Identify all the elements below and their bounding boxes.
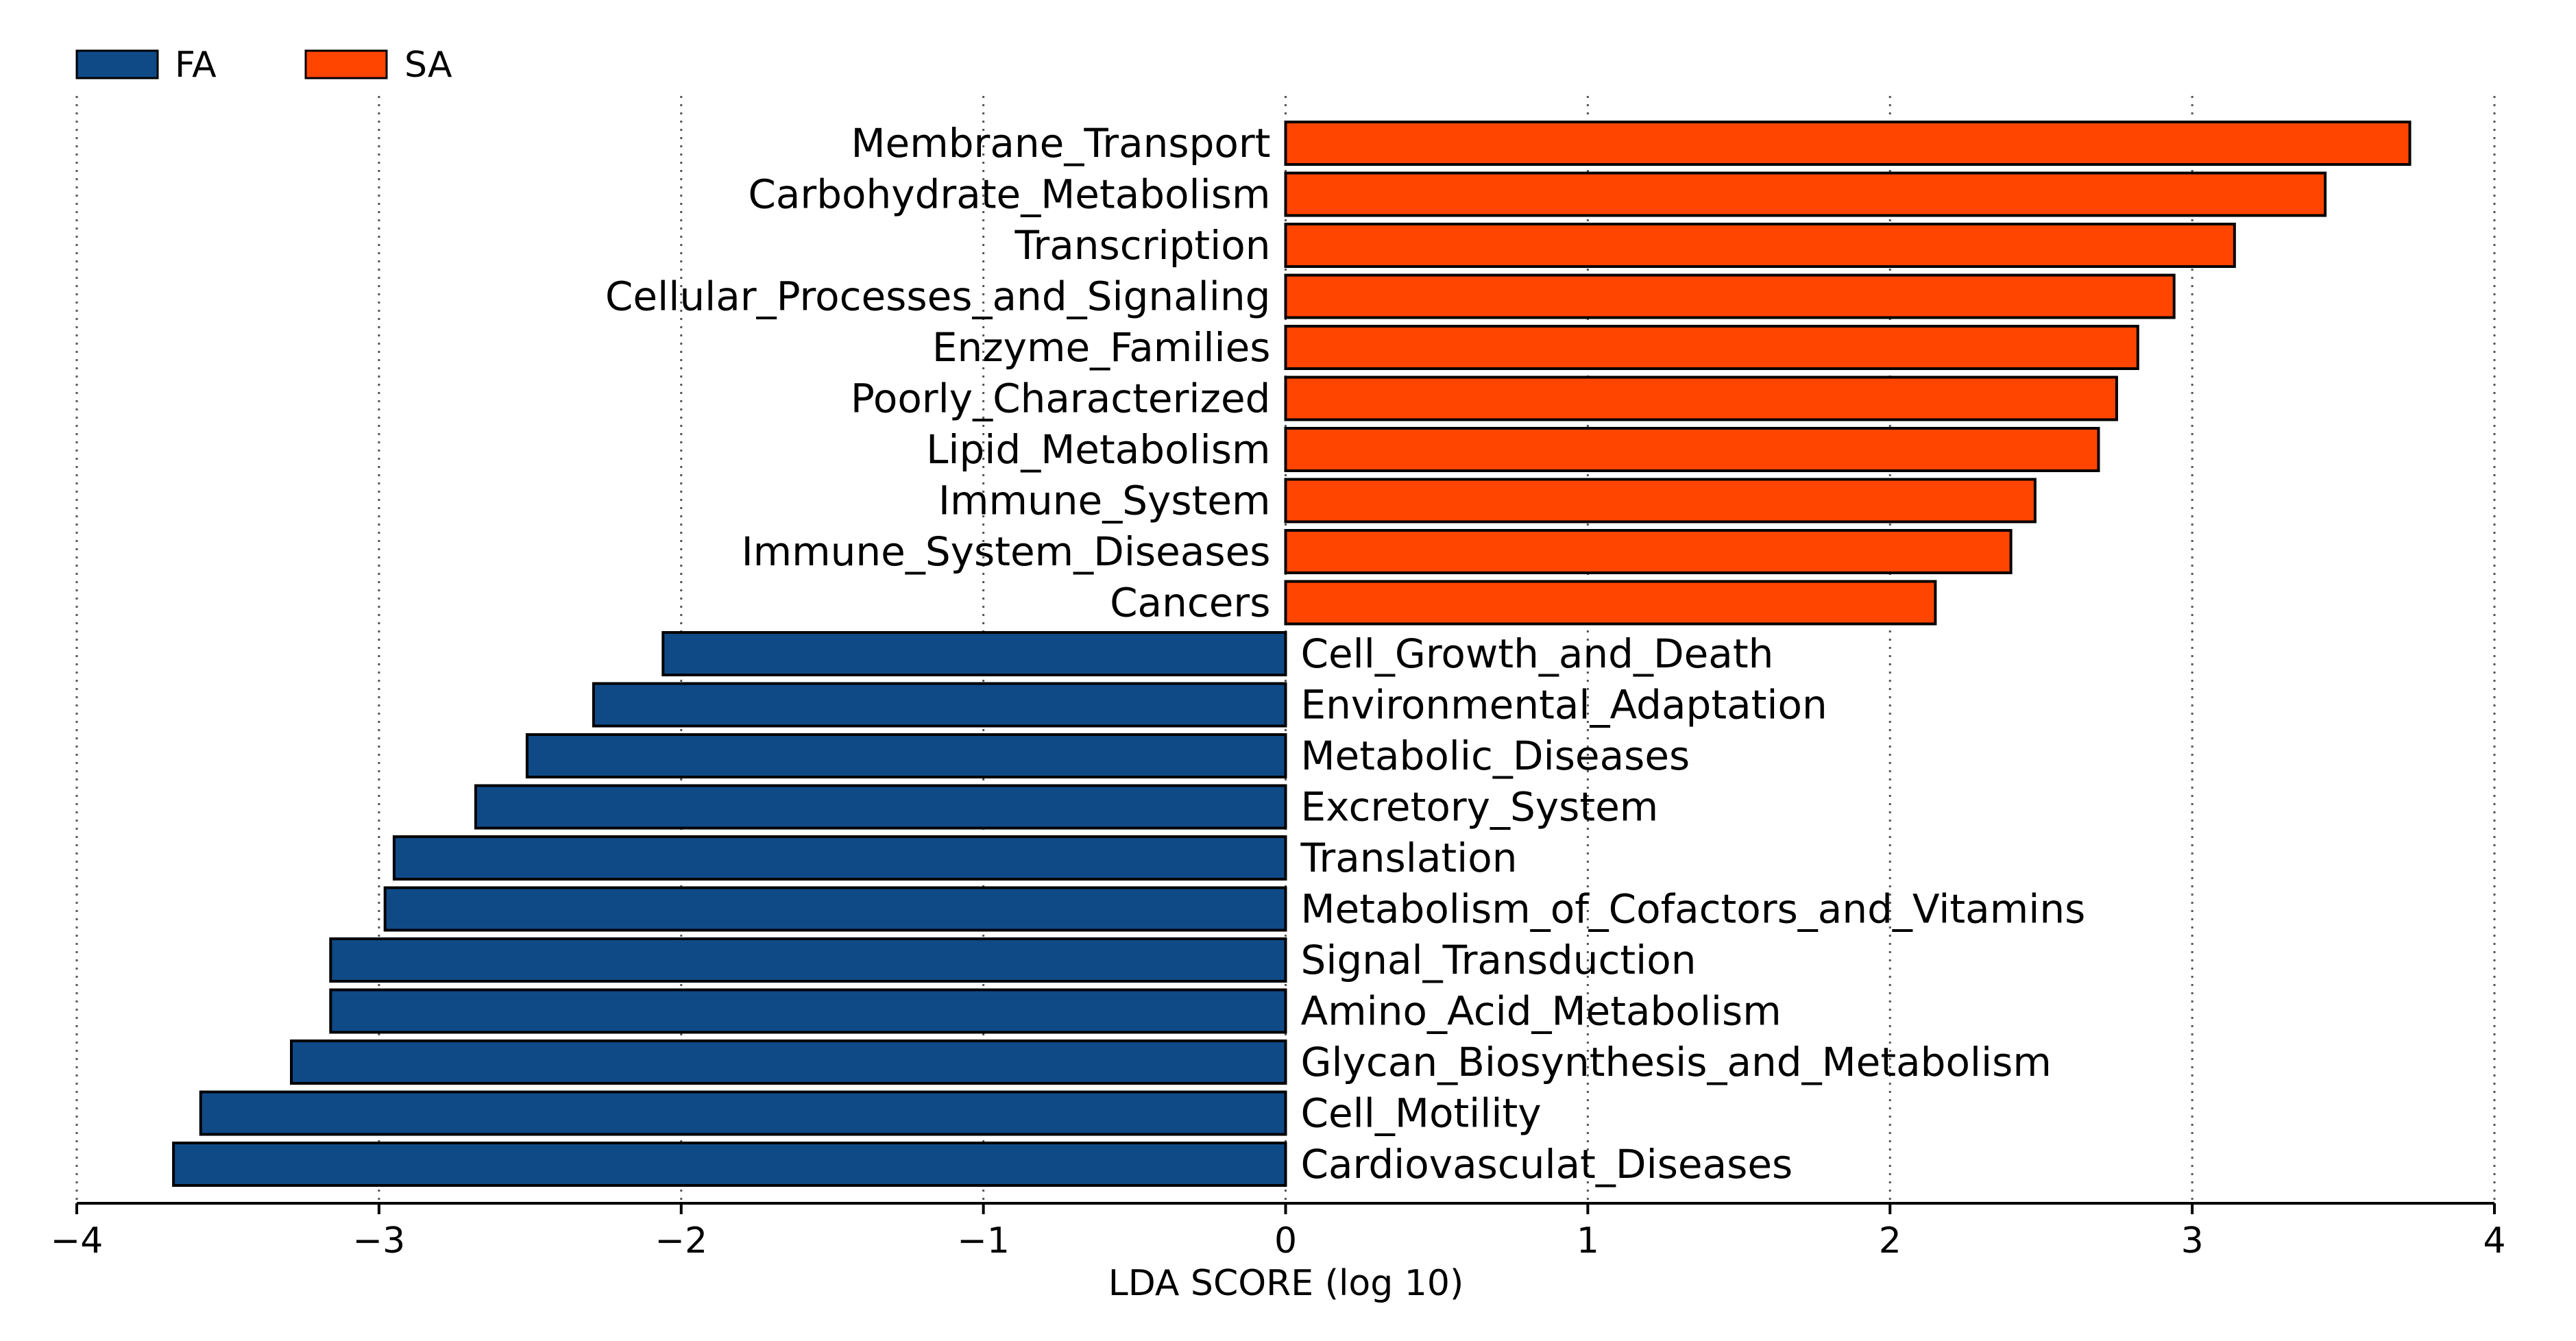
bars — [172, 121, 2411, 1187]
x-tick-label: −2 — [655, 1220, 707, 1262]
x-tick-label: 0 — [1274, 1220, 1297, 1262]
bar-label: Metabolic_Diseases — [1301, 733, 1690, 779]
bar-label: Immune_System_Diseases — [742, 528, 1271, 575]
legend-label-sa: SA — [404, 45, 452, 86]
bar-environmental-adaptation — [592, 682, 1287, 728]
bar-glycan-biosynthesis-and-metabolism — [290, 1039, 1287, 1085]
bar-label: Lipid_Metabolism — [926, 426, 1270, 473]
bar-lipid-metabolism — [1284, 427, 2100, 472]
bar-label: Signal_Transduction — [1301, 937, 1697, 983]
x-axis-title: LDA SCORE (log 10) — [1108, 1263, 1464, 1304]
bar-label: Cell_Motility — [1301, 1090, 1542, 1137]
bar-label: Cancers — [1110, 580, 1270, 626]
bar-cancers — [1284, 580, 1937, 626]
x-tick-label: 3 — [2181, 1220, 2204, 1262]
bar-cell-motility — [199, 1090, 1287, 1136]
bar-enzyme-families — [1284, 325, 2139, 370]
bar-signal-transduction — [329, 937, 1287, 983]
bar-immune-system-diseases — [1284, 529, 2013, 574]
bar-label: Poorly_Characterized — [851, 376, 1271, 422]
x-tick-label: 4 — [2483, 1220, 2505, 1262]
bar-label: Transcription — [1014, 222, 1270, 269]
bar-label: Glycan_Biosynthesis_and_Metabolism — [1301, 1039, 2052, 1085]
bar-label: Cardiovasculat_Diseases — [1301, 1141, 1793, 1188]
x-tick-label: −3 — [353, 1220, 406, 1262]
bar-label: Amino_Acid_Metabolism — [1301, 988, 1782, 1035]
x-tick-label: 1 — [1577, 1220, 1599, 1262]
bar-label: Carbohydrate_Metabolism — [748, 171, 1270, 218]
bar-label: Enzyme_Families — [932, 324, 1271, 371]
legend-label-fa: FA — [175, 45, 217, 86]
bar-label: Cellular_Processes_and_Signaling — [605, 273, 1271, 320]
bar-amino-acid-metabolism — [329, 988, 1287, 1034]
bar-labels: Membrane_TransportCarbohydrate_Metabolis… — [605, 120, 2085, 1188]
x-tick-label: −1 — [957, 1220, 1010, 1262]
bar-membrane-transport — [1284, 121, 2411, 166]
bar-poorly-characterized — [1284, 376, 2118, 421]
bar-label: Cell_Growth_and_Death — [1301, 630, 1774, 677]
bar-label: Membrane_Transport — [851, 120, 1270, 167]
x-tick-label: 2 — [1879, 1220, 1901, 1262]
bar-label: Translation — [1300, 835, 1518, 881]
bar-metabolism-of-cofactors-and-vitamins — [383, 886, 1287, 932]
bar-immune-system — [1284, 478, 2037, 524]
bar-label: Environmental_Adaptation — [1301, 682, 1827, 728]
legend: FA SA — [75, 45, 452, 86]
bar-carbohydrate-metabolism — [1284, 171, 2327, 217]
bar-translation — [392, 835, 1287, 881]
legend-swatch-fa — [75, 49, 159, 79]
bar-cardiovasculat-diseases — [172, 1142, 1287, 1187]
bar-cell-growth-and-death — [661, 631, 1287, 676]
bar-cellular-processes-and-signaling — [1284, 273, 2176, 319]
legend-swatch-sa — [304, 49, 388, 79]
bar-label: Excretory_System — [1301, 784, 1659, 831]
bar-metabolic-diseases — [525, 733, 1287, 778]
x-ticks: −4 −3 −2 −1 0 1 2 3 4 — [51, 1203, 2506, 1262]
bar-transcription — [1284, 223, 2236, 268]
bar-excretory-system — [474, 784, 1287, 830]
bar-label: Metabolism_of_Cofactors_and_Vitamins — [1301, 886, 2086, 933]
bar-label: Immune_System — [938, 478, 1271, 524]
x-tick-label: −4 — [51, 1220, 104, 1262]
